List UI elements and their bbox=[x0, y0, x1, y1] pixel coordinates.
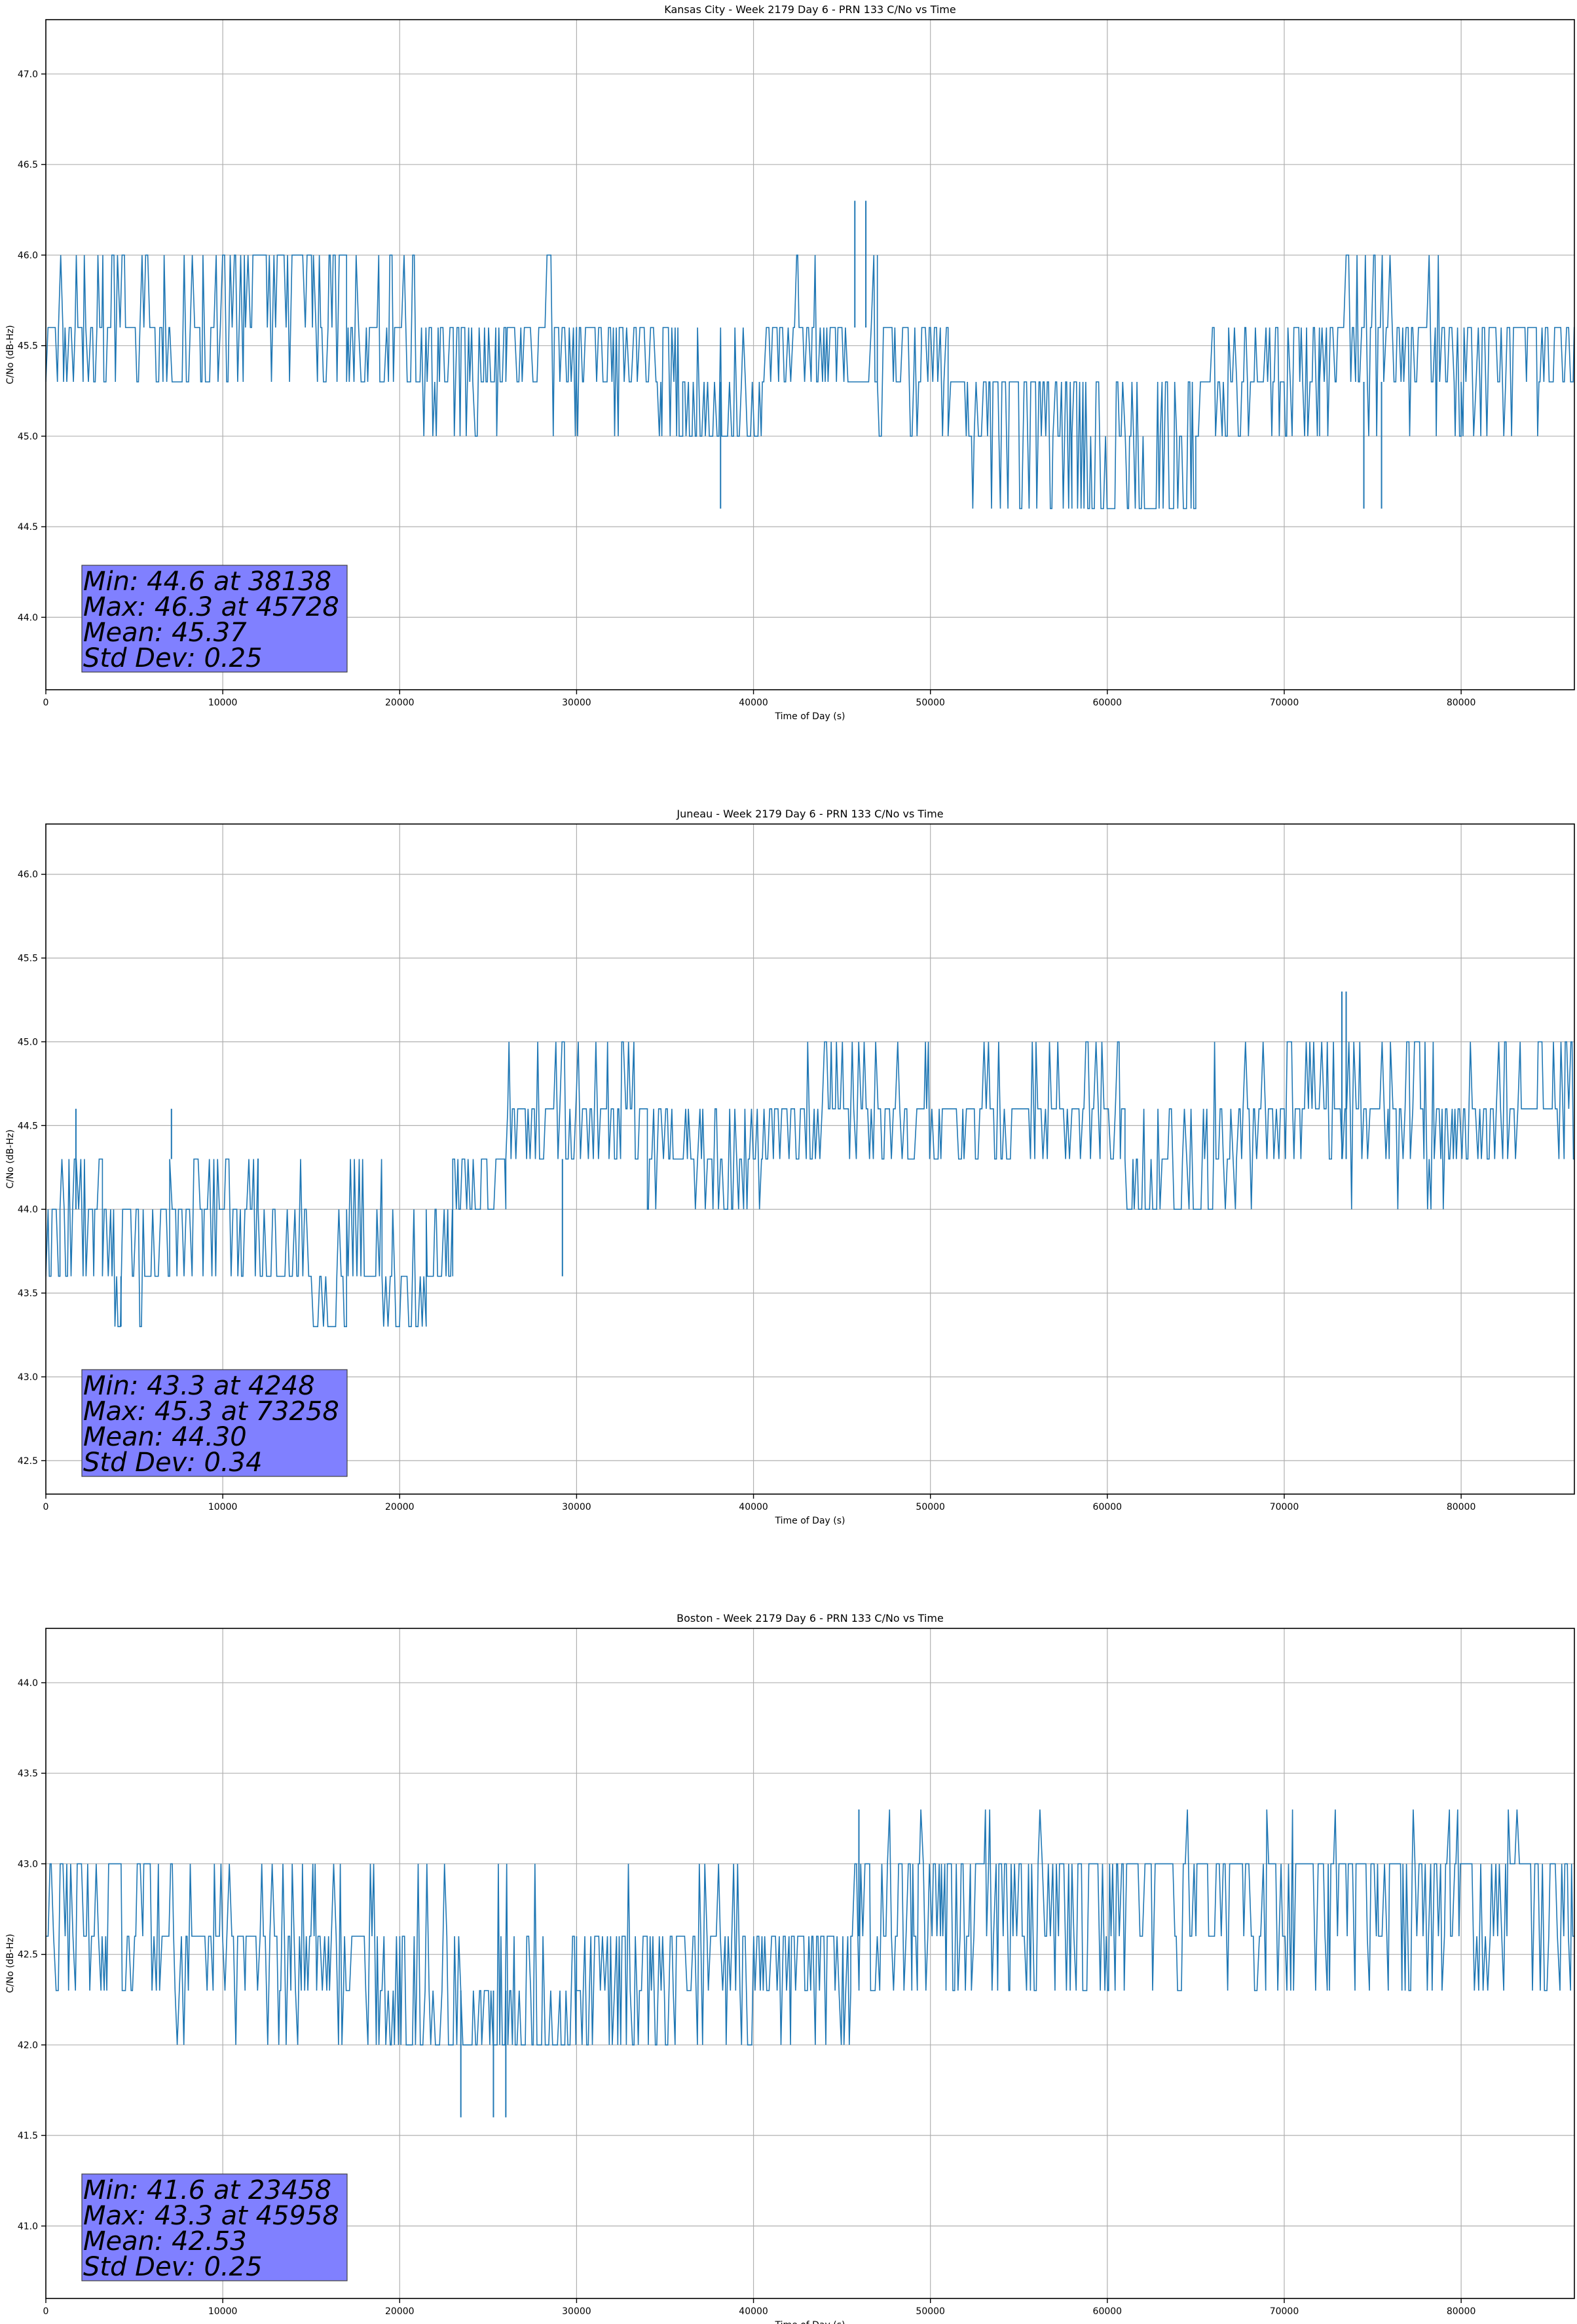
x-axis-label: Time of Day (s) bbox=[775, 2320, 845, 2324]
y-tick-label: 43.0 bbox=[18, 1859, 38, 1869]
stats-box-background bbox=[81, 565, 348, 673]
stats-box-background bbox=[81, 2173, 348, 2281]
axes-frame bbox=[45, 19, 1575, 690]
y-axis-label: C/No (dB-Hz) bbox=[5, 1129, 16, 1188]
y-tick-label: 45.5 bbox=[18, 954, 38, 964]
x-tick-label: 80000 bbox=[1447, 2306, 1476, 2317]
x-tick-label: 0 bbox=[43, 1502, 49, 1512]
y-tick-label: 43.0 bbox=[18, 1372, 38, 1383]
x-tick-label: 0 bbox=[43, 2306, 49, 2317]
chart-title: Kansas City - Week 2179 Day 6 - PRN 133 … bbox=[664, 3, 955, 16]
chart-panel-1: 0 10000 20000 30000 40000 50000 60000 70000 8000… bbox=[5, 3, 1575, 722]
x-tick-label: 50000 bbox=[916, 1502, 945, 1512]
x-tick-label: 60000 bbox=[1093, 698, 1122, 708]
x-axis: 0 10000 20000 30000 40000 50000 60000 70000 8000… bbox=[43, 1494, 1476, 1512]
x-tick-label: 10000 bbox=[208, 698, 238, 708]
series-path bbox=[46, 1041, 1574, 1328]
x-tick-label: 30000 bbox=[562, 1502, 591, 1512]
y-tick-label: 43.5 bbox=[18, 1769, 38, 1779]
axes-frame bbox=[45, 823, 1575, 1495]
grid bbox=[45, 824, 1574, 1494]
stats-line: Std Dev: 0.25 bbox=[83, 643, 263, 673]
x-tick-label: 80000 bbox=[1447, 698, 1476, 708]
x-tick-label: 10000 bbox=[208, 2306, 238, 2317]
x-tick-label: 40000 bbox=[739, 2306, 768, 2317]
grid bbox=[45, 20, 1574, 690]
y-axis: 42.5 43.0 43.5 44.0 44.5 45.0 45.5 46.0 bbox=[18, 870, 46, 1467]
y-axis-label: C/No (dB-Hz) bbox=[5, 325, 16, 384]
y-tick-label: 45.5 bbox=[18, 341, 38, 352]
x-tick-label: 20000 bbox=[385, 698, 415, 708]
y-tick-label: 44.5 bbox=[18, 522, 38, 533]
x-tick-label: 60000 bbox=[1093, 1502, 1122, 1512]
y-tick-label: 47.0 bbox=[18, 69, 38, 80]
y-axis: 44.0 44.5 45.0 45.5 46.0 46.5 47.0 bbox=[18, 69, 46, 623]
stats-line: Mean: 44.30 bbox=[83, 1422, 247, 1452]
x-axis-label: Time of Day (s) bbox=[775, 1516, 845, 1526]
x-axis-label: Time of Day (s) bbox=[775, 711, 845, 722]
stats-line: Min: 44.6 at 38138 bbox=[83, 567, 331, 597]
chart-title: Boston - Week 2179 Day 6 - PRN 133 C/No … bbox=[677, 1612, 944, 1624]
x-axis: 0 10000 20000 30000 40000 50000 60000 70000 8000… bbox=[43, 2298, 1476, 2317]
x-tick-label: 40000 bbox=[739, 698, 768, 708]
x-tick-label: 0 bbox=[43, 698, 49, 708]
stats-line: Mean: 45.37 bbox=[83, 618, 247, 648]
series-line bbox=[46, 200, 1574, 510]
y-tick-label: 45.0 bbox=[18, 1037, 38, 1047]
y-tick-label: 44.5 bbox=[18, 1121, 38, 1131]
y-tick-label: 45.0 bbox=[18, 432, 38, 442]
axes-frame bbox=[45, 1628, 1575, 2299]
y-tick-label: 46.0 bbox=[18, 250, 38, 261]
y-tick-label: 41.0 bbox=[18, 2221, 38, 2232]
x-tick-label: 30000 bbox=[562, 698, 591, 708]
x-tick-label: 20000 bbox=[385, 2306, 415, 2317]
x-axis: 0 10000 20000 30000 40000 50000 60000 70000 8000… bbox=[43, 690, 1476, 708]
x-tick-label: 10000 bbox=[208, 1502, 238, 1512]
y-axis: 41.0 41.5 42.0 42.5 43.0 43.5 44.0 bbox=[18, 1678, 46, 2232]
stats-line: Std Dev: 0.25 bbox=[83, 2252, 263, 2282]
stats-line: Min: 43.3 at 4248 bbox=[83, 1371, 315, 1401]
y-tick-label: 44.0 bbox=[18, 612, 38, 623]
stats-line: Std Dev: 0.34 bbox=[83, 1448, 263, 1478]
x-tick-label: 30000 bbox=[562, 2306, 591, 2317]
y-tick-label: 42.5 bbox=[18, 1456, 38, 1467]
x-tick-label: 20000 bbox=[385, 1502, 415, 1512]
series-path bbox=[46, 1809, 1574, 2046]
x-tick-label: 70000 bbox=[1270, 698, 1299, 708]
stats-line: Max: 46.3 at 45728 bbox=[83, 592, 339, 622]
x-tick-label: 70000 bbox=[1270, 1502, 1299, 1512]
y-tick-label: 41.5 bbox=[18, 2131, 38, 2141]
y-tick-label: 42.5 bbox=[18, 1950, 38, 1960]
x-tick-label: 70000 bbox=[1270, 2306, 1299, 2317]
y-tick-label: 42.0 bbox=[18, 2040, 38, 2051]
y-tick-label: 44.0 bbox=[18, 1205, 38, 1215]
series-path bbox=[46, 254, 1574, 510]
stats-line: Mean: 42.53 bbox=[83, 2226, 247, 2257]
x-tick-label: 60000 bbox=[1093, 2306, 1122, 2317]
x-tick-label: 40000 bbox=[739, 1502, 768, 1512]
stats-line: Min: 41.6 at 23458 bbox=[83, 2175, 331, 2205]
y-tick-label: 46.0 bbox=[18, 870, 38, 880]
y-tick-label: 43.5 bbox=[18, 1288, 38, 1299]
series-line bbox=[46, 1809, 1574, 2118]
chart-panel-3: 0 10000 20000 30000 40000 50000 60000 70000 8000… bbox=[5, 1612, 1575, 2324]
series-line bbox=[46, 991, 1574, 1328]
stats-line: Max: 43.3 at 45958 bbox=[83, 2201, 339, 2231]
x-tick-label: 80000 bbox=[1447, 1502, 1476, 1512]
y-tick-label: 44.0 bbox=[18, 1678, 38, 1689]
x-tick-label: 50000 bbox=[916, 698, 945, 708]
x-tick-label: 50000 bbox=[916, 2306, 945, 2317]
chart-panel-2: 0 10000 20000 30000 40000 50000 60000 70000 8000… bbox=[5, 808, 1575, 1526]
y-tick-label: 46.5 bbox=[18, 160, 38, 170]
stats-box-background bbox=[81, 1369, 348, 1477]
y-axis-label: C/No (dB-Hz) bbox=[5, 1934, 16, 1993]
chart-title: Juneau - Week 2179 Day 6 - PRN 133 C/No … bbox=[676, 808, 943, 820]
stats-line: Max: 45.3 at 73258 bbox=[83, 1396, 339, 1427]
